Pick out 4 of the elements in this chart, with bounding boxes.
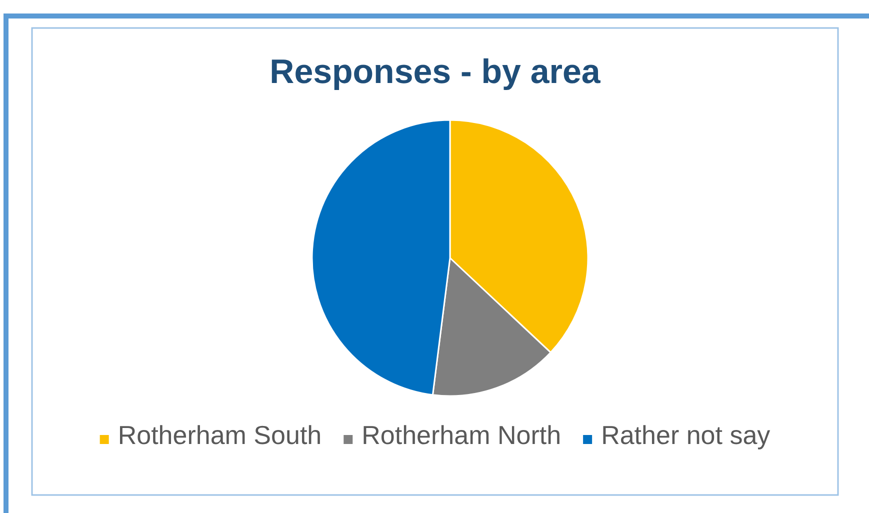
legend-label: Rotherham North bbox=[362, 420, 562, 450]
chart-title: Responses - by area bbox=[270, 53, 602, 91]
legend-label: Rather not say bbox=[601, 420, 770, 450]
legend-label: Rotherham South bbox=[118, 420, 322, 450]
